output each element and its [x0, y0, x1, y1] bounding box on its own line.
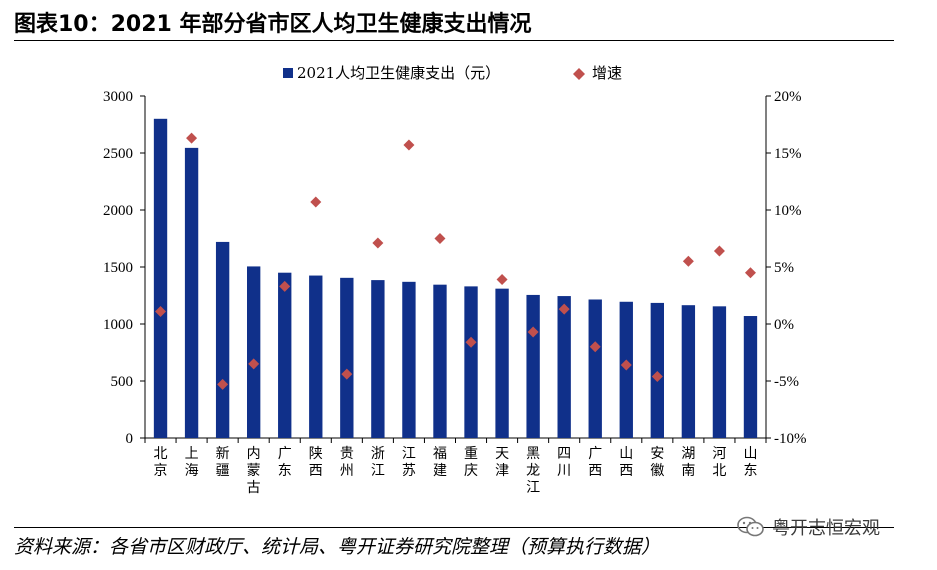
left-tick-label: 1000 — [103, 317, 133, 333]
wechat-icon — [737, 516, 764, 537]
bar — [526, 294, 540, 438]
growth-point — [465, 336, 477, 348]
bar — [712, 306, 727, 438]
chart: 2021人均卫生健康支出（元） 增速 0 500 1000 1500 2000 2500 3… — [103, 64, 807, 496]
left-tick-label: 2500 — [103, 146, 133, 162]
growth-point — [744, 267, 756, 279]
bar — [278, 272, 292, 438]
bar — [371, 280, 385, 438]
category-label: 贵州 — [340, 446, 354, 479]
watermark: 粤开志恒宏观 — [736, 514, 880, 540]
bar — [246, 266, 261, 438]
category-label: 浙江 — [371, 446, 385, 479]
category-label: 湖南 — [681, 446, 695, 479]
growth-point — [527, 326, 539, 338]
bar — [402, 281, 416, 438]
source-note: 资料来源：各省市区财政厅、统计局、粤开证券研究院整理（预算执行数据） — [14, 536, 661, 558]
legend-growth-label: 增速 — [592, 64, 622, 82]
growth-point — [310, 196, 322, 208]
bar — [495, 288, 509, 438]
category-label: 重庆 — [464, 446, 478, 479]
category-label: 江苏 — [402, 446, 416, 479]
category-label: 天津 — [495, 446, 509, 479]
category-label: 河北 — [712, 446, 726, 479]
growth-point — [620, 359, 632, 371]
left-tick-label: 2000 — [103, 203, 133, 219]
bar — [433, 284, 447, 438]
bar — [153, 118, 168, 439]
category-label: 北京 — [154, 446, 168, 479]
right-tick-label: 15% — [774, 146, 802, 162]
category-label: 黑龙江 — [526, 446, 540, 496]
left-tick-label: 3000 — [103, 89, 133, 105]
title-divider — [14, 40, 894, 41]
category-label: 福建 — [433, 446, 447, 479]
legend-bar-label: 2021人均卫生健康支出（元） — [297, 64, 500, 82]
growth-point — [341, 368, 353, 380]
bar — [588, 299, 602, 438]
legend-bar-swatch — [283, 68, 293, 78]
legend: 2021人均卫生健康支出（元） 增速 — [283, 64, 622, 82]
growth-point — [589, 341, 601, 353]
bar — [340, 277, 354, 438]
growth-point — [558, 303, 570, 315]
left-tick-label: 1500 — [103, 260, 133, 276]
bar — [184, 147, 199, 438]
right-tick-label: 10% — [774, 203, 802, 219]
category-label: 上海 — [185, 446, 199, 479]
category-label: 四川 — [557, 446, 571, 479]
category-label: 山西 — [619, 446, 633, 479]
growth-point — [248, 358, 260, 370]
category-label: 山东 — [743, 446, 757, 479]
bar — [681, 305, 696, 438]
bar — [557, 296, 571, 438]
category-label: 新疆 — [216, 446, 230, 479]
left-tick-label: 0 — [126, 431, 134, 447]
growth-point — [403, 139, 415, 151]
legend-diamond-marker — [573, 68, 585, 80]
source-divider — [14, 527, 894, 528]
growth-point — [279, 280, 291, 292]
growth-point — [155, 305, 167, 317]
growth-point — [217, 378, 229, 390]
growth-point — [434, 233, 446, 244]
right-tick-label: -10% — [774, 431, 807, 447]
left-tick-label: 500 — [111, 374, 134, 390]
right-tick-label: -5% — [774, 374, 799, 390]
bar — [215, 241, 230, 438]
category-label: 陕西 — [309, 446, 323, 479]
category-label: 内蒙古 — [247, 446, 261, 496]
page-title: 图表10：2021 年部分省市区人均卫生健康支出情况 — [14, 12, 532, 37]
growth-point — [651, 370, 663, 382]
growth-point — [186, 132, 198, 144]
growth-point — [496, 274, 508, 286]
axes: 0 500 1000 1500 2000 2500 3000 -10% -5% 0% 5% 10% 15… — [103, 89, 807, 447]
bar — [309, 275, 323, 438]
bar — [650, 302, 665, 438]
category-label: 广西 — [588, 446, 602, 479]
growth-point — [372, 237, 384, 249]
category-label: 广东 — [278, 446, 292, 479]
growth-point — [682, 255, 694, 267]
bar-series — [153, 118, 758, 439]
growth-series — [155, 132, 756, 390]
right-tick-label: 20% — [774, 89, 802, 105]
right-tick-label: 5% — [774, 260, 794, 276]
watermark-text: 粤开志恒宏观 — [772, 518, 880, 539]
right-tick-label: 0% — [774, 317, 794, 333]
category-label: 安徽 — [650, 446, 664, 479]
bar — [743, 316, 758, 438]
growth-point — [713, 245, 725, 257]
bar — [464, 286, 478, 438]
